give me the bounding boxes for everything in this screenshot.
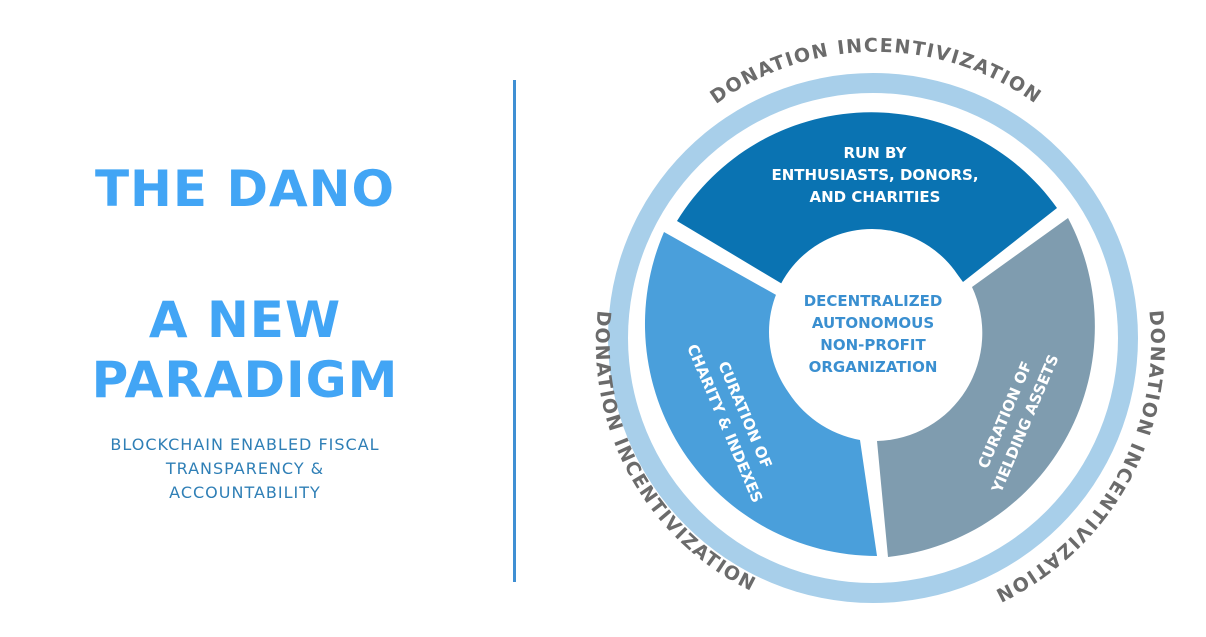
subtitle-line-1: BLOCKCHAIN ENABLED FISCAL [110, 435, 380, 454]
center-line-4: ORGANIZATION [809, 358, 938, 376]
segment-top-label: RUN BY ENTHUSIASTS, DONORS, AND CHARITIE… [771, 144, 978, 206]
center-label: DECENTRALIZED AUTONOMOUS NON-PROFIT ORGA… [804, 292, 943, 376]
center-line-1: DECENTRALIZED [804, 292, 943, 310]
segment-right [877, 218, 1095, 557]
subtitle-line-3: ACCOUNTABILITY [169, 483, 321, 502]
title-the-dano: THE DANO [94, 160, 396, 218]
segment-top-line-3: AND CHARITIES [809, 188, 940, 206]
title-line-paradigm: PARADIGM [91, 351, 399, 409]
title-new-paradigm: A NEW PARADIGM [0, 290, 490, 410]
segment-left [644, 232, 877, 556]
subtitle: BLOCKCHAIN ENABLED FISCAL TRANSPARENCY &… [0, 433, 490, 505]
center-line-3: NON-PROFIT [820, 336, 926, 354]
left-panel: THE DANO A NEW PARADIGM BLOCKCHAIN ENABL… [0, 0, 490, 637]
center-hub [769, 229, 975, 435]
vertical-divider [513, 80, 516, 582]
segment-top-line-1: RUN BY [844, 144, 908, 162]
title-line-a-new: A NEW [148, 291, 342, 349]
segment-top-line-2: ENTHUSIASTS, DONORS, [771, 166, 978, 184]
segment-top [677, 112, 1057, 285]
subtitle-line-2: TRANSPARENCY & [165, 459, 325, 478]
center-line-2: AUTONOMOUS [812, 314, 934, 332]
